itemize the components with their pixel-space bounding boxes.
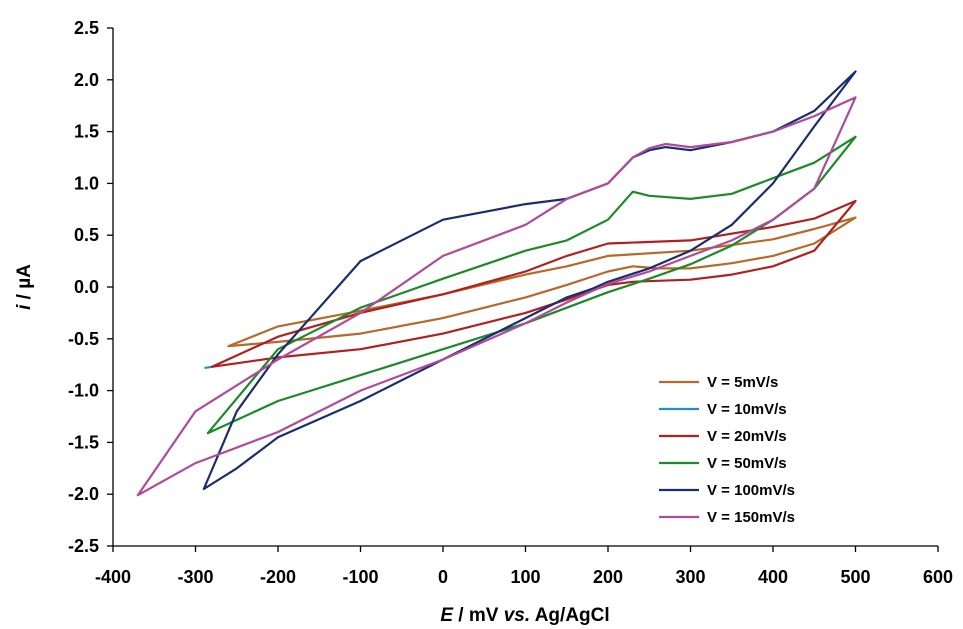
y-tick-label: 1.0	[74, 173, 99, 193]
y-axis-title: i / µA	[14, 264, 35, 310]
y-tick-label: -2.5	[68, 536, 99, 556]
x-tick-label: -100	[342, 567, 378, 587]
legend-label: V = 10mV/s	[707, 401, 787, 418]
x-tick-label: 400	[758, 567, 788, 587]
y-tick-label: 1.5	[74, 122, 99, 142]
x-tick-label: 200	[593, 567, 623, 587]
series-line-4	[202, 70, 857, 491]
series-line-1	[204, 365, 214, 369]
legend-label: V = 20mV/s	[707, 428, 787, 445]
legend-label: V = 150mV/s	[707, 509, 795, 526]
x-tick-label: 0	[438, 567, 448, 587]
y-tick-label: -2.0	[68, 484, 99, 504]
y-tick-label: -0.5	[68, 329, 99, 349]
legend-label: V = 5mV/s	[707, 374, 778, 391]
y-tick-label: -1.0	[68, 381, 99, 401]
x-tick-label: -400	[95, 567, 131, 587]
legend: V = 5mV/s V = 10mV/s V = 20mV/s V = 50mV/s V…	[659, 374, 795, 526]
legend-label: V = 50mV/s	[707, 455, 787, 472]
y-tick-label: 2.5	[74, 18, 99, 38]
y-tick-label: 2.0	[74, 70, 99, 90]
y-ticks: 2.5 2.0 1.5 1.0 0.5 0.0 -0.5 -1.0 -1.5 -2.0 -2.5	[68, 18, 113, 556]
legend-label: V = 100mV/s	[707, 482, 795, 499]
x-ticks: -400 -300 -200 -100 0 100 200 300 400 500 600	[95, 546, 953, 587]
x-tick-label: 300	[675, 567, 705, 587]
plot-area	[136, 70, 857, 497]
x-tick-label: -200	[260, 567, 296, 587]
x-tick-label: 600	[923, 567, 953, 587]
y-tick-label: 0.0	[74, 277, 99, 297]
x-tick-label: -300	[177, 567, 213, 587]
y-tick-label: -1.5	[68, 432, 99, 452]
x-tick-label: 100	[510, 567, 540, 587]
series-line-5	[136, 96, 857, 497]
y-tick-label: 0.5	[74, 225, 99, 245]
x-axis-title: E / mV vs. Ag/AgCl	[440, 605, 609, 626]
x-tick-label: 500	[840, 567, 870, 587]
series-line-0	[227, 216, 857, 348]
series-line-2	[210, 199, 857, 368]
